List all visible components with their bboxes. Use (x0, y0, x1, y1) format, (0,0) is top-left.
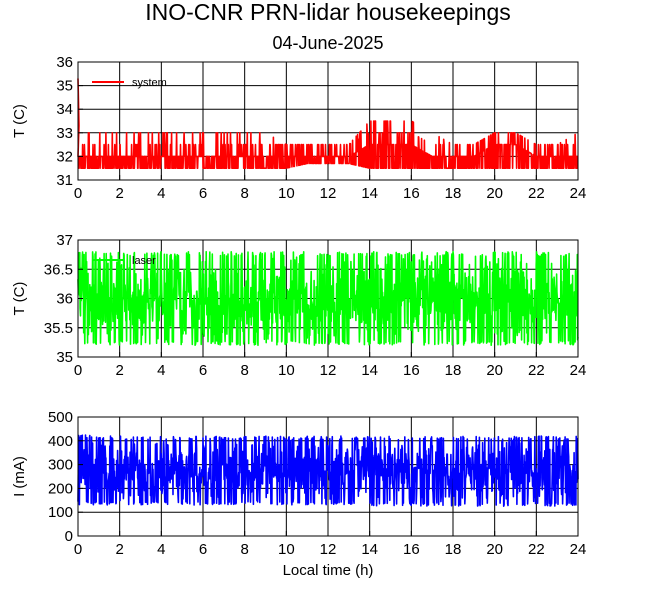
x-tick-label: 18 (445, 185, 462, 202)
x-tick-label: 16 (403, 362, 420, 379)
x-tick-label: 16 (403, 185, 420, 202)
x-tick-label: 10 (278, 185, 295, 202)
x-tick-label: 2 (115, 362, 123, 379)
x-tick-label: 14 (361, 541, 378, 558)
y-tick-label: 35 (56, 349, 73, 366)
x-tick-label: 12 (320, 185, 337, 202)
x-tick-label: 20 (486, 362, 503, 379)
x-tick-label: 8 (240, 185, 248, 202)
x-tick-label: 10 (278, 541, 295, 558)
x-tick-label: 22 (528, 185, 545, 202)
y-tick-label: 36.5 (44, 261, 73, 278)
y-tick-label: 100 (48, 504, 73, 521)
y-tick-label: 37 (56, 232, 73, 249)
x-tick-label: 2 (115, 185, 123, 202)
y-tick-label: 35.5 (44, 320, 73, 337)
y-tick-label: 34 (56, 101, 73, 118)
x-tick-label: 4 (157, 362, 165, 379)
y-tick-label: 36 (56, 291, 73, 308)
x-tick-label: 14 (361, 185, 378, 202)
x-tick-label: 0 (74, 362, 82, 379)
series-line-current (77, 434, 579, 507)
y-tick-label: 0 (65, 528, 73, 545)
x-tick-label: 4 (157, 185, 165, 202)
y-axis-label: I (mA) (11, 456, 28, 497)
x-tick-label: 24 (570, 185, 587, 202)
x-tick-label: 12 (320, 362, 337, 379)
y-tick-label: 31 (56, 172, 73, 189)
y-tick-label: 36 (56, 54, 73, 71)
x-axis-label: Local time (h) (283, 562, 374, 579)
y-tick-label: 400 (48, 433, 73, 450)
x-tick-label: 8 (240, 541, 248, 558)
x-tick-label: 2 (115, 541, 123, 558)
x-tick-label: 22 (528, 541, 545, 558)
y-tick-label: 200 (48, 480, 73, 497)
x-tick-label: 0 (74, 185, 82, 202)
y-axis-label: T (C) (11, 104, 28, 138)
series-line-system (77, 78, 579, 169)
y-tick-label: 35 (56, 78, 73, 95)
x-tick-label: 24 (570, 541, 587, 558)
x-tick-label: 22 (528, 362, 545, 379)
x-tick-label: 18 (445, 362, 462, 379)
x-tick-label: 12 (320, 541, 337, 558)
y-tick-label: 300 (48, 457, 73, 474)
x-tick-label: 8 (240, 362, 248, 379)
y-tick-label: 33 (56, 125, 73, 142)
figure-title: INO-CNR PRN-lidar housekeepings (145, 0, 511, 25)
legend-label: system (132, 77, 167, 89)
x-tick-label: 24 (570, 362, 587, 379)
x-tick-label: 18 (445, 541, 462, 558)
x-tick-label: 10 (278, 362, 295, 379)
x-tick-label: 6 (199, 362, 207, 379)
series-line-laser (77, 250, 579, 347)
x-tick-label: 4 (157, 541, 165, 558)
x-tick-label: 14 (361, 362, 378, 379)
y-tick-label: 32 (56, 148, 73, 165)
x-tick-label: 6 (199, 541, 207, 558)
legend-label: laser (132, 255, 156, 267)
x-tick-label: 20 (486, 185, 503, 202)
x-tick-label: 16 (403, 541, 420, 558)
y-axis-label: T (C) (11, 282, 28, 316)
y-tick-label: 500 (48, 409, 73, 426)
x-tick-label: 0 (74, 541, 82, 558)
figure-subtitle: 04-June-2025 (272, 33, 383, 53)
x-tick-label: 6 (199, 185, 207, 202)
x-tick-label: 20 (486, 541, 503, 558)
